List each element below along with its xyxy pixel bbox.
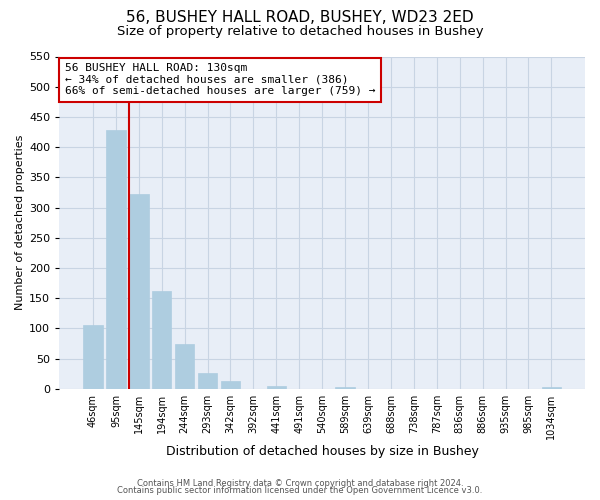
Bar [221, 381, 240, 389]
Bar [129, 194, 149, 389]
Bar [542, 387, 561, 389]
Bar [175, 344, 194, 389]
Bar [266, 386, 286, 389]
X-axis label: Distribution of detached houses by size in Bushey: Distribution of detached houses by size … [166, 444, 479, 458]
Bar [335, 387, 355, 389]
Bar [83, 326, 103, 389]
Y-axis label: Number of detached properties: Number of detached properties [15, 135, 25, 310]
Text: Contains public sector information licensed under the Open Government Licence v3: Contains public sector information licen… [118, 486, 482, 495]
Text: Size of property relative to detached houses in Bushey: Size of property relative to detached ho… [116, 25, 484, 38]
Text: 56 BUSHEY HALL ROAD: 130sqm
← 34% of detached houses are smaller (386)
66% of se: 56 BUSHEY HALL ROAD: 130sqm ← 34% of det… [65, 63, 375, 96]
Bar [152, 291, 172, 389]
Text: 56, BUSHEY HALL ROAD, BUSHEY, WD23 2ED: 56, BUSHEY HALL ROAD, BUSHEY, WD23 2ED [126, 10, 474, 25]
Bar [106, 130, 125, 389]
Bar [198, 372, 217, 389]
Text: Contains HM Land Registry data © Crown copyright and database right 2024.: Contains HM Land Registry data © Crown c… [137, 478, 463, 488]
